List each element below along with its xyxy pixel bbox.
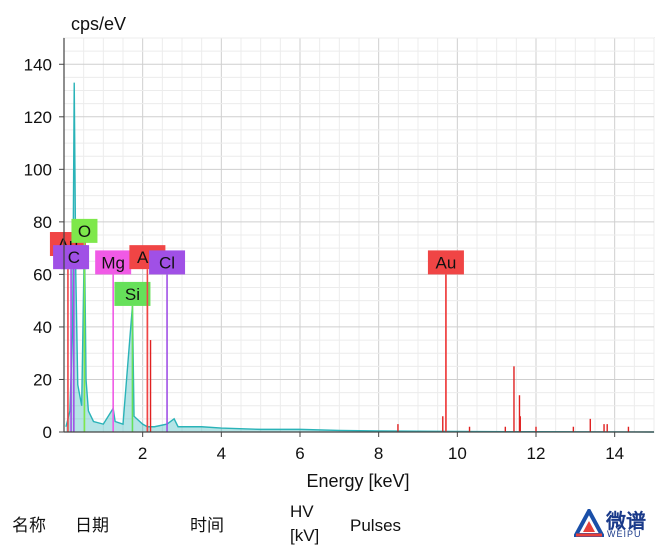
element-marker-label: Mg	[101, 253, 125, 272]
footer-col-pulses: Pulses	[350, 516, 402, 535]
element-markers: AuClOCMgSiAuClAu	[49, 218, 464, 432]
element-marker-box	[95, 250, 132, 275]
x-tick-label: 10	[448, 444, 467, 463]
x-tick-label: 6	[295, 444, 304, 463]
x-tick-label: 8	[374, 444, 383, 463]
y-tick-label: 40	[33, 318, 52, 337]
x-axis-title: Energy [keV]	[306, 471, 409, 491]
logo-subtext: WEIPU	[607, 529, 642, 539]
x-tick-label: 12	[527, 444, 546, 463]
footer-col-hv: HV	[290, 502, 314, 521]
y-axis-title: cps/eV	[71, 14, 126, 34]
element-marker-box	[71, 218, 98, 243]
x-tick-label: 14	[605, 444, 624, 463]
weipu-triangle-logo-icon	[574, 509, 604, 537]
footer-col-name: 名称	[12, 516, 46, 535]
element-marker-label: Si	[125, 285, 140, 304]
element-marker-label: Au	[436, 253, 457, 272]
x-tick-label: 4	[217, 444, 226, 463]
element-marker-box	[60, 245, 87, 270]
footer-metadata-header: 名称 日期 时间 HV [kV] Pulses	[0, 495, 667, 551]
element-marker-box	[114, 281, 151, 306]
y-tick-label: 60	[33, 265, 52, 284]
footer-col-hv-unit: [kV]	[290, 526, 320, 545]
y-tick-label: 20	[33, 370, 52, 389]
footer-col-date: 日期	[75, 516, 109, 535]
element-marker-box	[149, 250, 186, 275]
weipu-logo: 微谱 WEIPU	[574, 505, 664, 547]
y-tick-label: 120	[24, 108, 52, 127]
logo-text: 微谱	[606, 509, 646, 533]
spectrum-chart: AuClOCMgSiAuClAu 24681012140204060801001…	[24, 14, 655, 491]
x-tick-label: 2	[138, 444, 147, 463]
element-marker-label: Cl	[159, 253, 175, 272]
y-tick-label: 140	[24, 55, 52, 74]
spectrum-line	[65, 82, 655, 433]
footer-col-time: 时间	[190, 516, 224, 535]
y-tick-label: 0	[43, 423, 52, 442]
y-tick-label: 100	[24, 160, 52, 179]
y-tick-label: 80	[33, 213, 52, 232]
element-marker-label: O	[78, 222, 91, 241]
element-marker-box	[427, 250, 464, 275]
element-marker-label: C	[68, 248, 80, 267]
